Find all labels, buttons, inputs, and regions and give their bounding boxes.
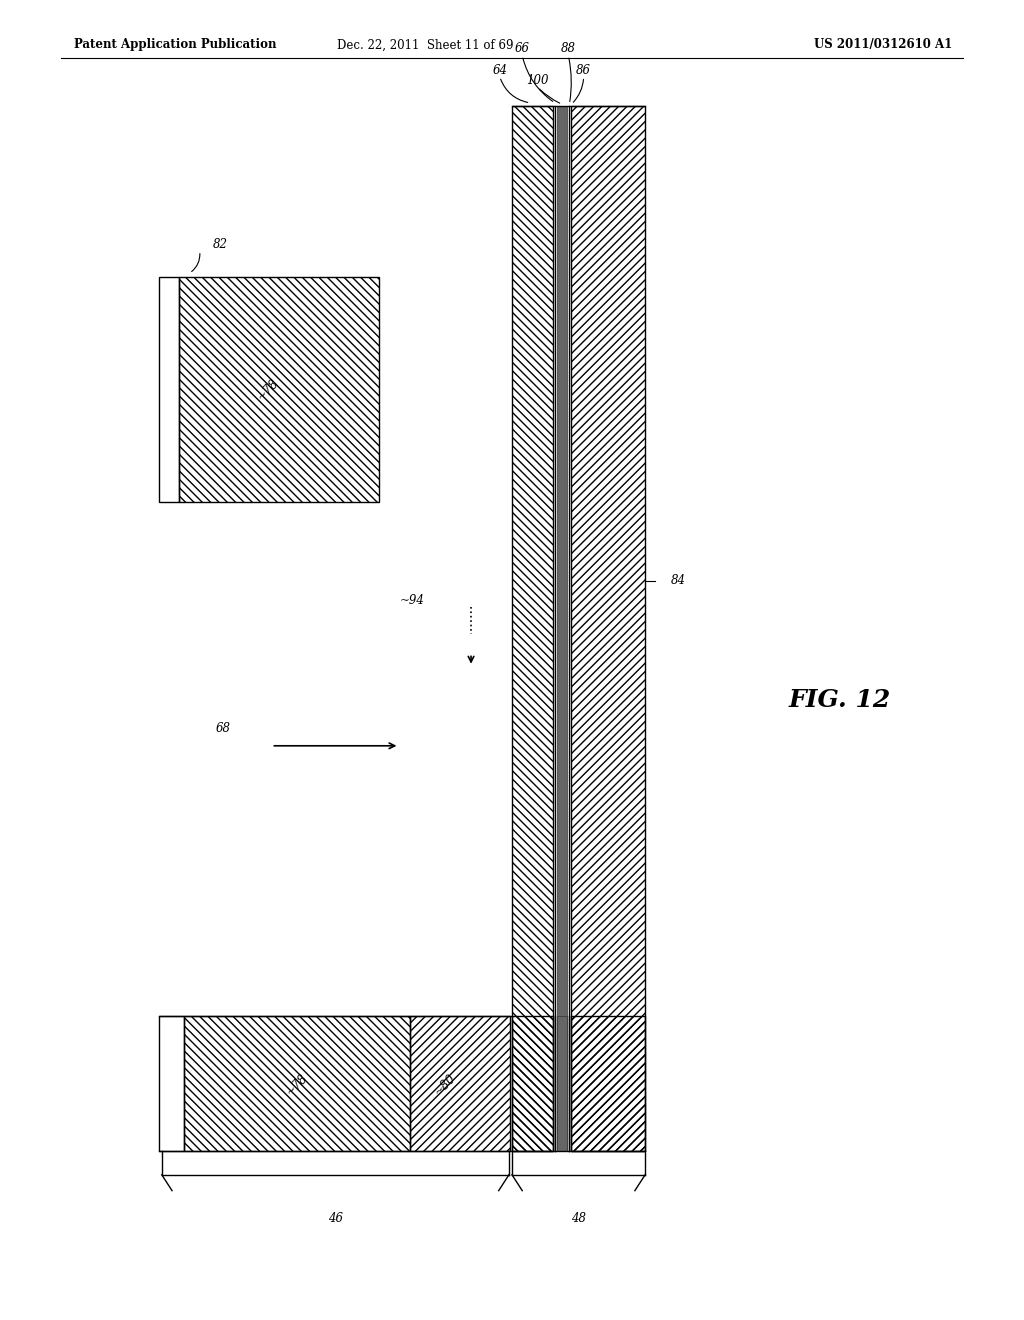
Bar [410, 1016, 510, 1151]
Text: FIG. 12: FIG. 12 [788, 688, 891, 711]
Bar [512, 1016, 553, 1151]
Text: 48: 48 [571, 1212, 586, 1225]
Text: 66: 66 [515, 42, 529, 55]
Bar [571, 1016, 645, 1151]
Text: ~78: ~78 [255, 376, 282, 403]
Bar [159, 1016, 184, 1151]
Bar [179, 277, 379, 502]
Bar [571, 106, 645, 1151]
Text: ~94: ~94 [400, 594, 425, 607]
Text: 46: 46 [328, 1212, 343, 1225]
Text: 84: 84 [671, 574, 686, 587]
Text: Dec. 22, 2011  Sheet 11 of 69: Dec. 22, 2011 Sheet 11 of 69 [337, 38, 513, 51]
Bar [557, 106, 567, 1151]
Text: 82: 82 [213, 238, 227, 251]
Text: 64: 64 [493, 63, 507, 77]
Text: US 2011/0312610 A1: US 2011/0312610 A1 [814, 38, 952, 51]
Bar [159, 277, 179, 502]
Text: 88: 88 [561, 42, 575, 55]
Text: 100: 100 [526, 74, 549, 87]
Text: 68: 68 [215, 722, 230, 735]
Text: Patent Application Publication: Patent Application Publication [74, 38, 276, 51]
Bar [557, 1016, 567, 1151]
Text: ~80: ~80 [432, 1072, 459, 1098]
Text: 86: 86 [577, 63, 591, 77]
Bar [512, 106, 553, 1151]
Text: ~78: ~78 [284, 1072, 310, 1098]
Bar [184, 1016, 410, 1151]
